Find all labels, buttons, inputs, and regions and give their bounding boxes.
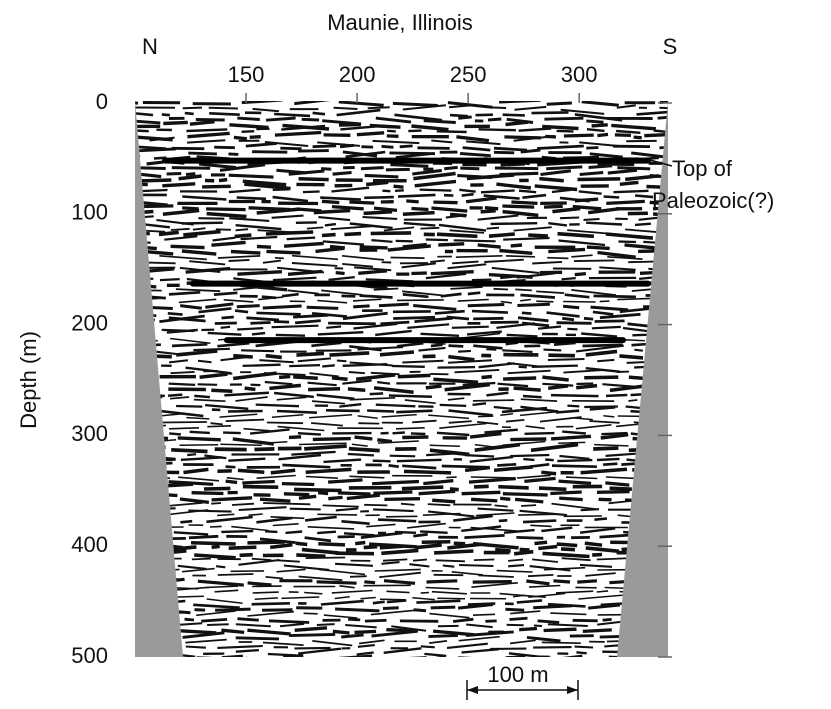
chart-title: Maunie, Illinois (327, 10, 473, 35)
seismic-trace (135, 135, 668, 148)
south-label: S (663, 34, 678, 59)
seismic-trace (135, 163, 668, 175)
annotation: Top of Paleozoic(?) (652, 156, 774, 213)
seismic-trace (135, 653, 668, 657)
x-tick-label: 300 (561, 62, 598, 87)
seismic-trace (135, 147, 668, 160)
seismic-trace (135, 171, 668, 187)
seismic-trace (135, 225, 659, 235)
y-tick-label: 100 (71, 200, 108, 225)
seismic-trace (135, 186, 668, 195)
seismic-trace (135, 196, 668, 207)
section-area (135, 101, 668, 657)
seismic-trace (135, 266, 668, 279)
seismic-trace (135, 203, 668, 213)
seismic-trace (135, 142, 668, 152)
y-tick-label: 300 (71, 421, 108, 446)
seismic-trace (135, 168, 668, 180)
seismic-trace (135, 220, 668, 232)
scale-bar-label: 100 m (487, 662, 548, 687)
y-tick-label: 0 (96, 89, 108, 114)
y-tick-label: 200 (71, 310, 108, 335)
annotation-line: Top of (672, 156, 733, 181)
seismic-trace (135, 258, 668, 268)
seismic-trace (135, 114, 668, 126)
seismic-trace (135, 244, 668, 259)
seismic-trace (135, 108, 668, 122)
y-tick-label: 400 (71, 532, 108, 557)
seismic-trace (135, 192, 668, 203)
seismic-trace (135, 104, 668, 115)
scale-bar (466, 680, 579, 700)
seismic-trace (135, 124, 667, 134)
annotation-line: Paleozoic(?) (652, 188, 774, 213)
north-label: N (142, 34, 158, 59)
y-axis-label: Depth (m) (16, 331, 41, 429)
x-tick-label: 150 (228, 62, 265, 87)
x-tick-label: 250 (450, 62, 487, 87)
y-tick-label: 500 (71, 643, 108, 668)
annotation-leader (649, 159, 673, 167)
x-tick-label: 200 (339, 62, 376, 87)
seismic-texture (135, 101, 668, 657)
horizons (162, 157, 651, 344)
